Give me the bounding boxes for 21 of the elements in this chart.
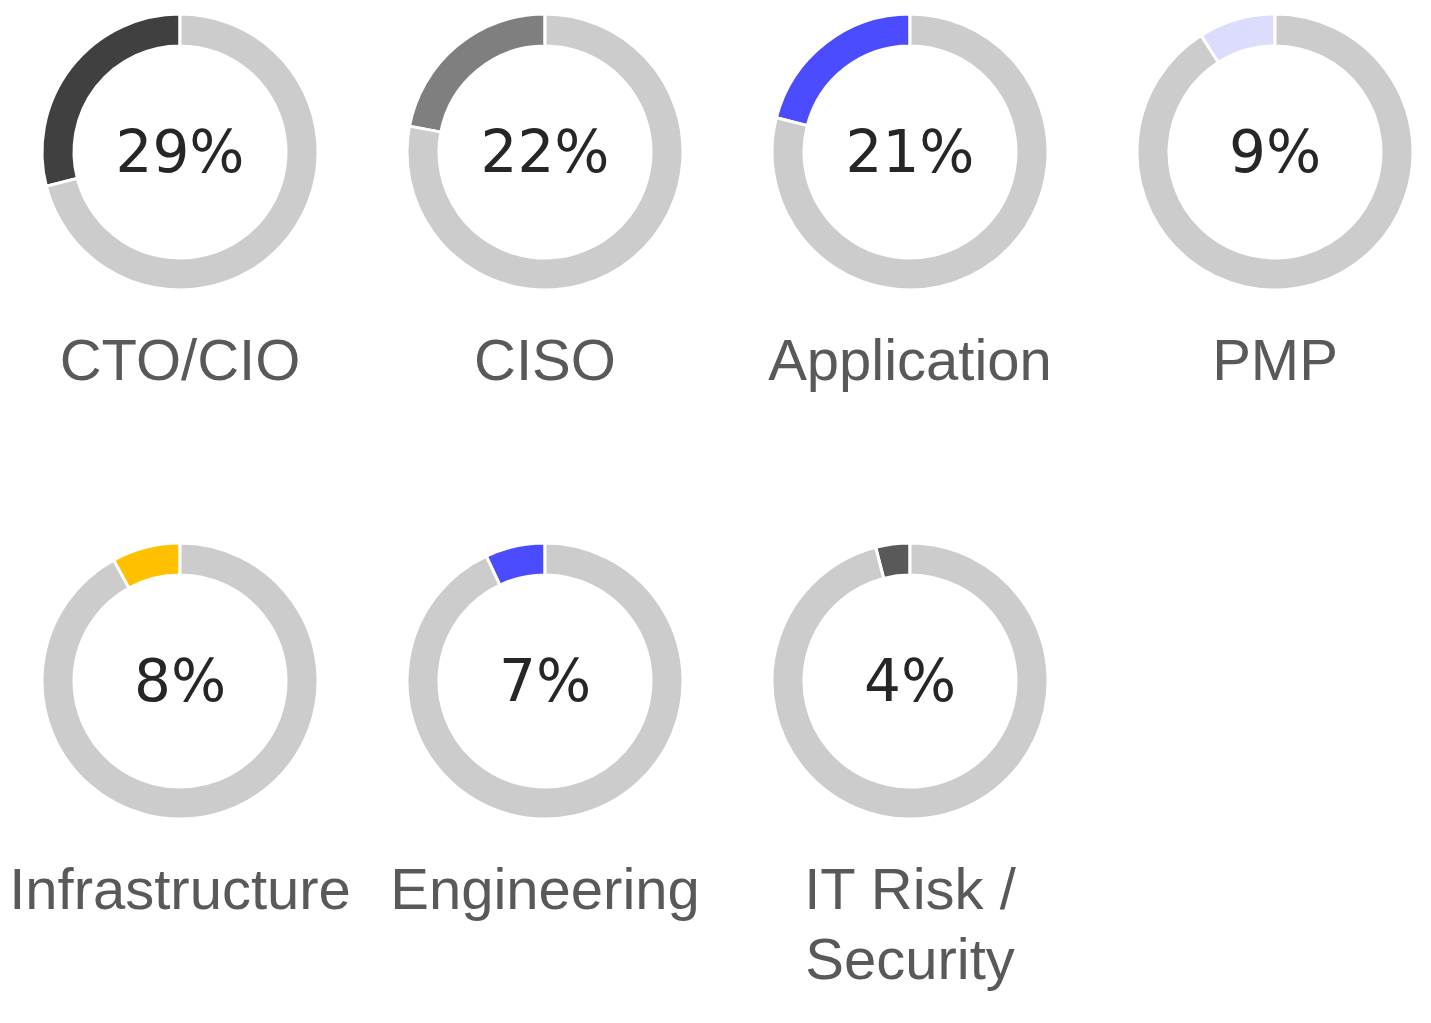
text: 29%	[115, 118, 245, 187]
text: Engineering	[390, 856, 700, 921]
donut-slice	[770, 541, 1050, 821]
text: PMP	[1212, 327, 1338, 392]
text: 8%	[133, 647, 227, 716]
donut-slice	[40, 541, 320, 821]
text: 7%	[498, 647, 592, 716]
text: Infrastructure	[9, 856, 351, 921]
text: 4%	[863, 647, 957, 716]
text: 21%	[845, 118, 975, 187]
text: 22%	[480, 118, 610, 187]
text: CISO	[474, 327, 616, 392]
text: Application	[768, 327, 1052, 392]
text: 9%	[1228, 118, 1322, 187]
donut-slice	[770, 12, 1050, 292]
donut-slice	[405, 541, 685, 821]
donut-slice	[1135, 12, 1415, 292]
text: CTO/CIO	[59, 327, 301, 392]
donut-slice	[405, 12, 685, 292]
donut-slice	[44, 12, 320, 292]
text: IT Risk / Security	[804, 856, 1017, 991]
